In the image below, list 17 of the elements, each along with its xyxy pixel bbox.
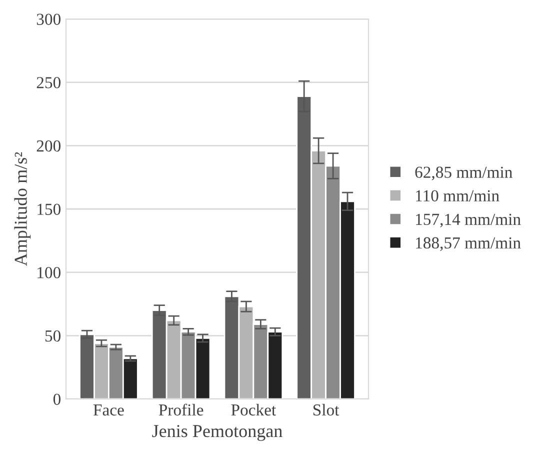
legend-label: 188,57 mm/min [416,237,521,251]
x-axis-title: Jenis Pemotongan [152,425,282,441]
legend-label: 157,14 mm/min [416,214,521,228]
x-tick-label: Pocket [231,404,276,416]
x-tick-label: Face [93,404,124,416]
y-tick-label: 150 [38,204,61,215]
legend-label: 62,85 mm/min [415,166,512,180]
y-tick-label: 0 [53,394,61,405]
x-tick-label: Profile [158,404,204,416]
x-tick-label: Slot [313,404,340,416]
y-tick-label: 100 [38,267,61,278]
y-axis-title: Amplitudo m/s² [14,152,31,266]
y-tick-label: 300 [36,14,61,25]
legend-label: 110 mm/min [416,190,500,202]
y-tick-label: 50 [45,330,61,342]
y-tick-label: 200 [36,140,61,152]
y-tick-label: 250 [36,77,61,88]
